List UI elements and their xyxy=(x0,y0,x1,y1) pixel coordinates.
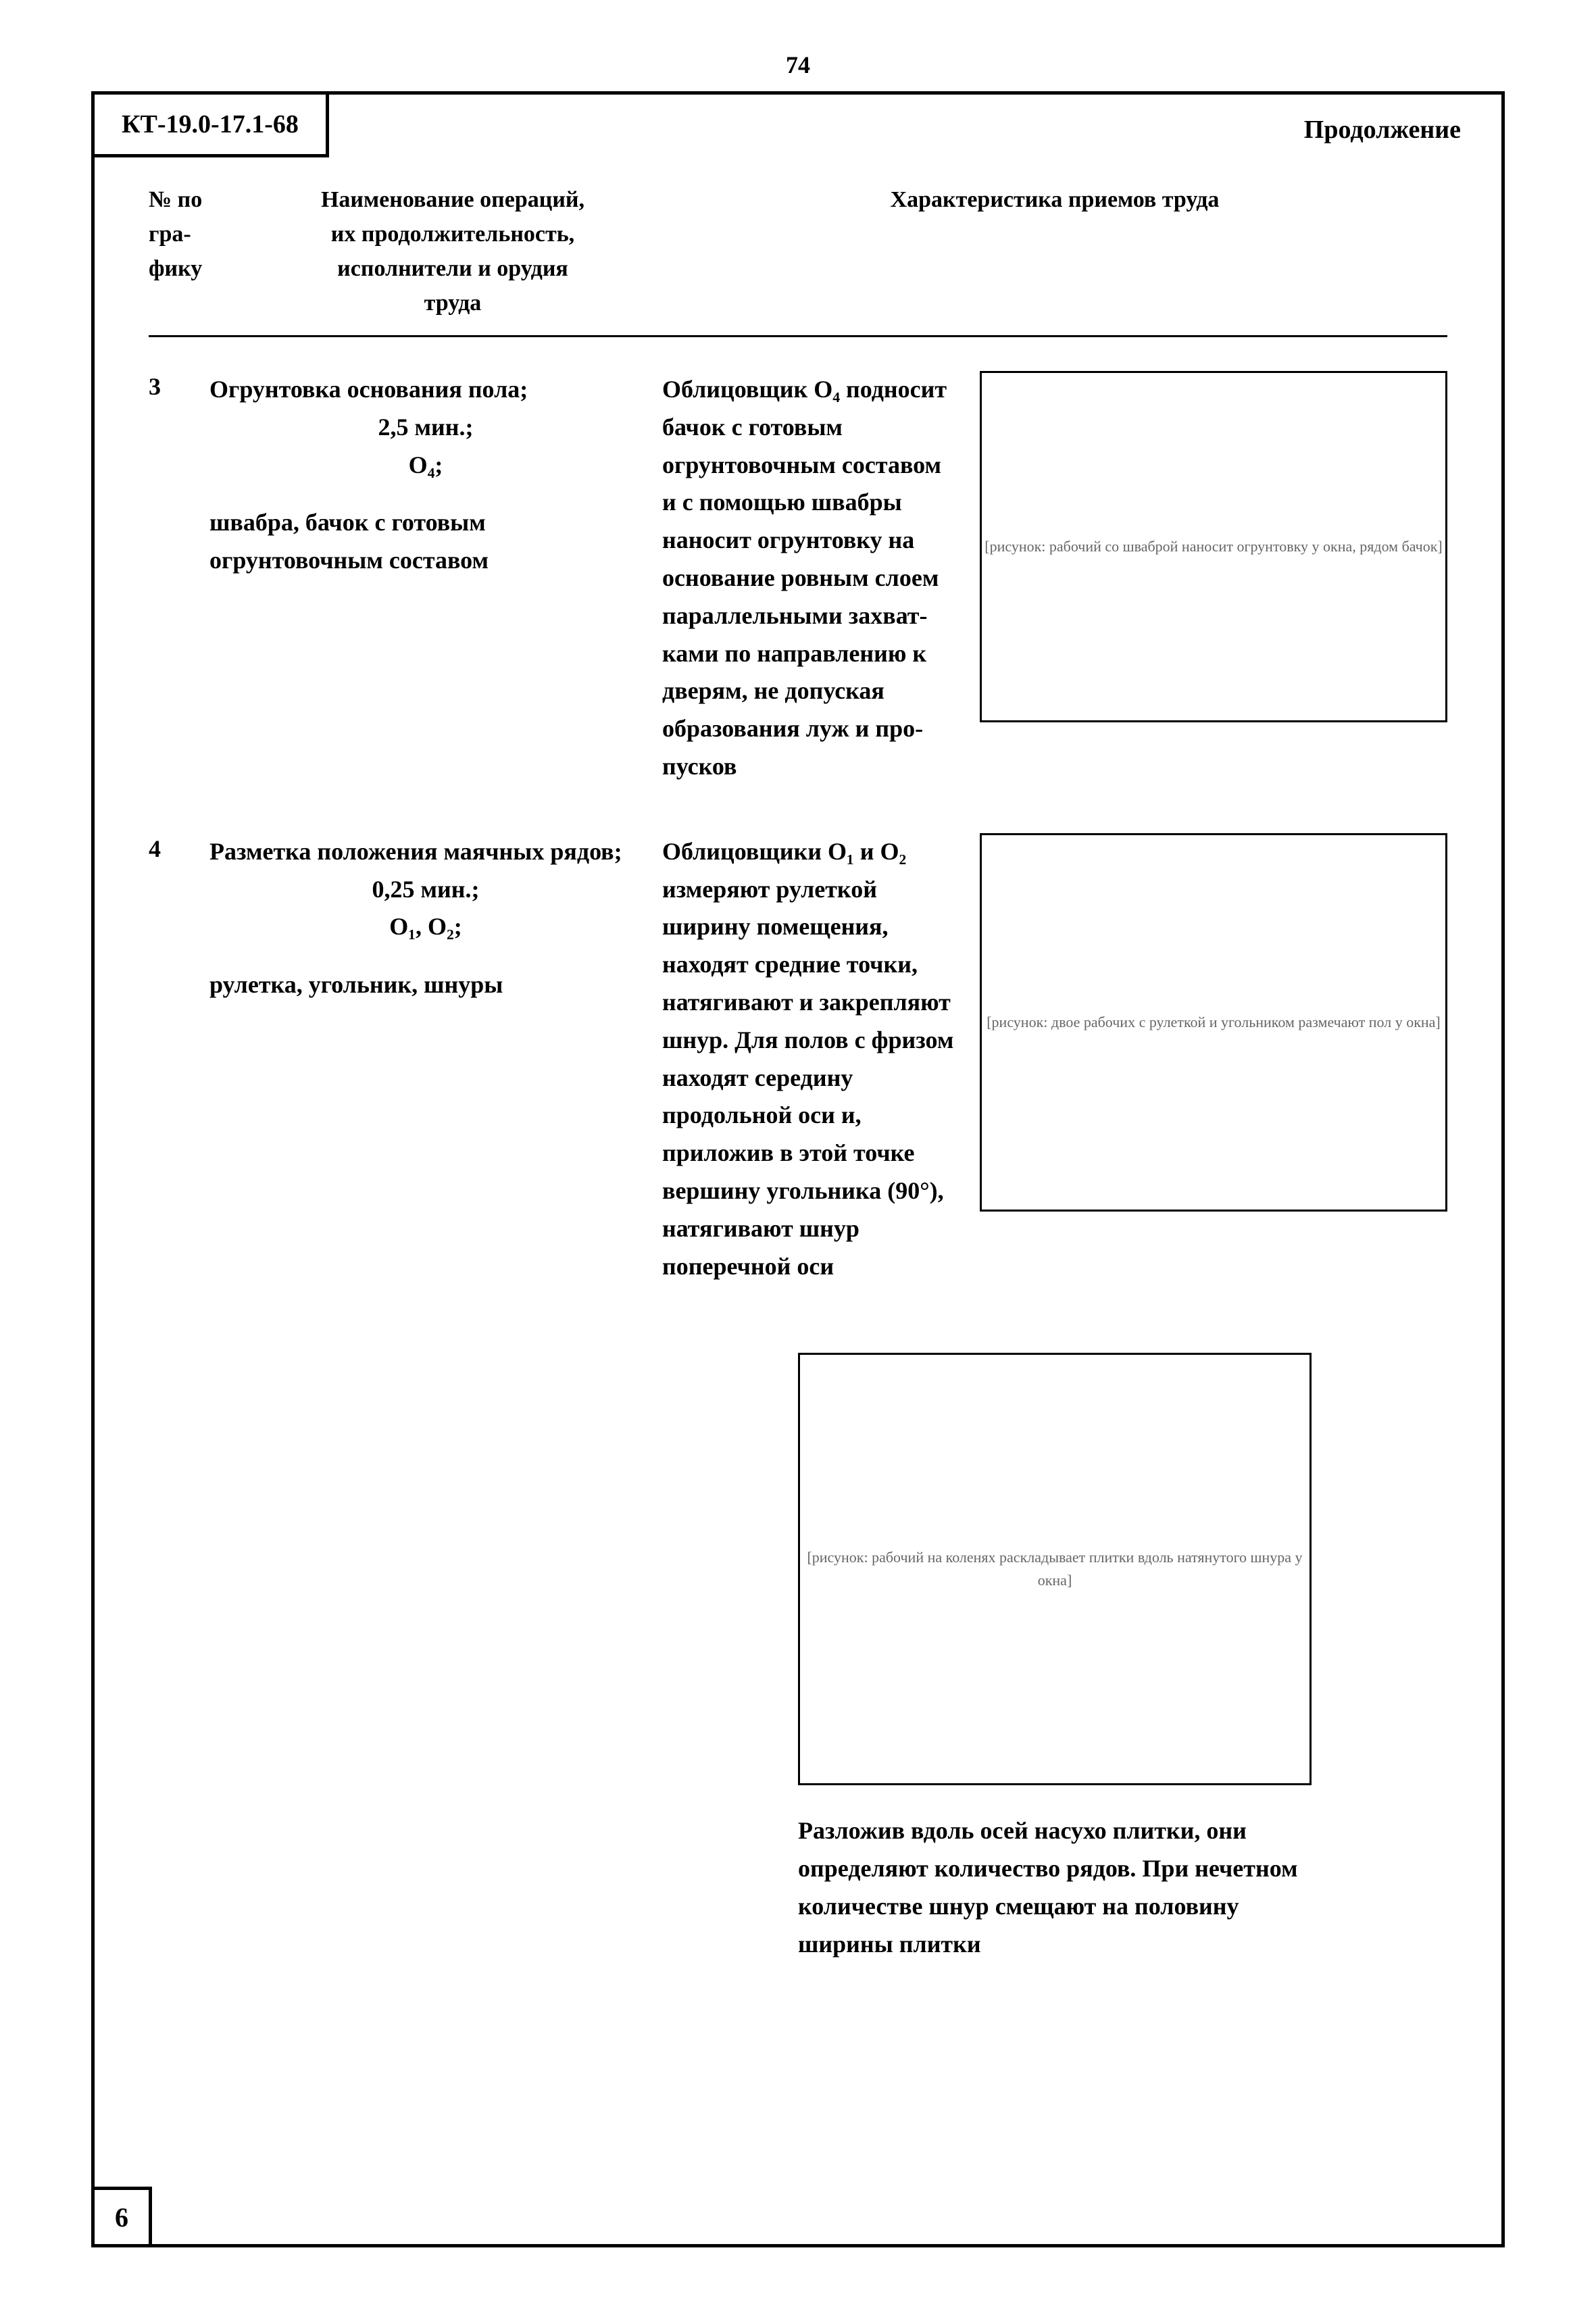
char-text: Облицовщики О₁ и О₂ измеряют рулет­кой ш… xyxy=(662,833,959,1286)
header-col-name: Наименование операций,их продолжительнос… xyxy=(243,182,662,320)
header-col-num: № по гра-фику xyxy=(149,182,243,320)
operation-row-4-continued: [рисунок: рабочий на коленях раскладывае… xyxy=(149,1333,1447,1963)
table-header: № по гра-фику Наименование операций,их п… xyxy=(149,182,1447,337)
operation-row-3: 3 Огрунтовка основания пола; 2,5 мин.; О… xyxy=(149,371,1447,786)
op-performers: О₄; xyxy=(209,447,642,484)
continuation-label: Продолжение xyxy=(1304,115,1461,145)
op-title: Разметка положения маячных рядов; xyxy=(209,833,642,871)
char-text: Облицовщик О₄ подносит бачок с готовым о… xyxy=(662,371,959,786)
row-char: Облицовщик О₄ подносит бачок с готовым о… xyxy=(662,371,1447,786)
bottom-block: [рисунок: рабочий на коленях раскладывае… xyxy=(662,1353,1447,1963)
illus-placeholder: [рисунок: рабочий на коленях раскладывае… xyxy=(800,1546,1310,1592)
row-num: 4 xyxy=(149,833,209,1286)
op-tools: рулетка, угольник, шнуры xyxy=(209,966,642,1004)
illustration-marking: [рисунок: двое рабочих с рулеткой и угол… xyxy=(980,833,1447,1212)
op-title: Огрунтовка основания пола; xyxy=(209,371,642,409)
row-name: Огрунтовка основания пола; 2,5 мин.; О₄;… xyxy=(209,371,662,786)
row-name: Разметка положения маячных рядов; 0,25 м… xyxy=(209,833,662,1286)
row-char: Облицовщики О₁ и О₂ измеряют рулет­кой ш… xyxy=(662,833,1447,1286)
illus-placeholder: [рисунок: рабочий со шваброй наносит огр… xyxy=(984,535,1443,558)
op-duration: 2,5 мин.; xyxy=(209,409,642,447)
row-char-continued: [рисунок: рабочий на коленях раскладывае… xyxy=(662,1333,1447,1963)
page-frame: КТ-19.0-17.1-68 Продолжение № по гра-фик… xyxy=(91,91,1505,2247)
illus-placeholder: [рисунок: двое рабочих с рулеткой и угол… xyxy=(987,1011,1441,1034)
op-tools: швабра, бачок с готовым огрунтовочным со… xyxy=(209,504,642,580)
row-num: 3 xyxy=(149,371,209,786)
op-duration: 0,25 мин.; xyxy=(209,871,642,909)
illustration-tiles: [рисунок: рабочий на коленях раскладывае… xyxy=(798,1353,1312,1785)
content-area: № по гра-фику Наименование операций,их п… xyxy=(149,182,1447,2217)
illustration-priming: [рисунок: рабочий со шваброй наносит огр… xyxy=(980,371,1447,722)
bottom-text: Разложив вдоль осей насухо плитки, они о… xyxy=(798,1812,1312,1963)
operation-row-4: 4 Разметка положения маячных рядов; 0,25… xyxy=(149,833,1447,1286)
page-foot-number: 6 xyxy=(91,2187,152,2247)
doc-code: КТ-19.0-17.1-68 xyxy=(91,91,329,157)
page-number-top: 74 xyxy=(0,51,1596,79)
op-performers: О₁, О₂; xyxy=(209,908,642,946)
header-col-char: Характеристика приемов труда xyxy=(662,182,1447,320)
